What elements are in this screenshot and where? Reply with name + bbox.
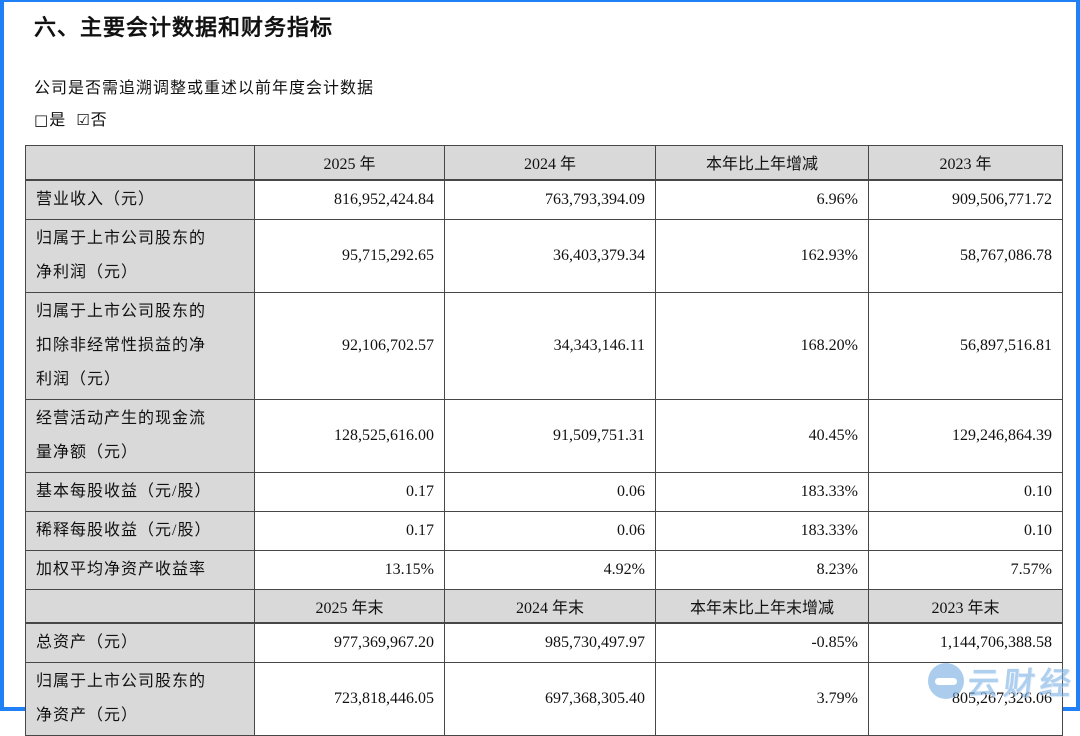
header-cell-2023-end: 2023 年末 <box>868 588 1063 624</box>
row-label: 归属于上市公司股东的 净利润（元） <box>25 218 255 293</box>
row-label: 归属于上市公司股东的 净资产（元） <box>25 662 255 736</box>
header-cell-2024: 2024 年 <box>444 145 656 181</box>
checkbox-no-label: 否 <box>90 112 108 129</box>
table-row-operating-cash-flow: 经营活动产生的现金流 量净额（元） 128,525,616.00 91,509,… <box>25 398 1063 473</box>
cell-2024: 36,403,379.34 <box>444 218 656 293</box>
cell-2023: 58,767,086.78 <box>868 218 1063 293</box>
cell-2023: 7.57% <box>868 549 1063 590</box>
cell-yoy: 3.79% <box>655 662 869 736</box>
header-cell-2025-end: 2025 年末 <box>254 588 445 624</box>
row-label: 总资产（元） <box>25 622 255 663</box>
cell-2023: 0.10 <box>868 471 1063 512</box>
cell-yoy: -0.85% <box>655 622 869 663</box>
header-cell-2025: 2025 年 <box>254 145 445 181</box>
cell-2025: 0.17 <box>254 471 445 512</box>
cell-2023: 0.10 <box>868 510 1063 551</box>
cell-yoy: 168.20% <box>655 291 869 400</box>
checkbox-checked-icon: ☑ <box>76 111 91 129</box>
table-row-total-assets: 总资产（元） 977,369,967.20 985,730,497.97 -0.… <box>25 622 1063 663</box>
cell-yoy: 183.33% <box>655 510 869 551</box>
header-cell-blank <box>25 145 255 181</box>
cell-2024: 763,793,394.09 <box>444 179 656 220</box>
cell-2024: 697,368,305.40 <box>444 662 656 736</box>
cell-2024: 34,343,146.11 <box>444 291 656 400</box>
row-label: 归属于上市公司股东的 扣除非经常性损益的净 利润（元） <box>25 291 255 400</box>
cell-2024: 4.92% <box>444 549 656 590</box>
cell-2023: 909,506,771.72 <box>868 179 1063 220</box>
cell-2023: 56,897,516.81 <box>868 291 1063 400</box>
cell-yoy: 183.33% <box>655 471 869 512</box>
cell-2025: 0.17 <box>254 510 445 551</box>
table-row-revenue: 营业收入（元） 816,952,424.84 763,793,394.09 6.… <box>25 179 1063 220</box>
checkbox-no: ☑否 <box>76 111 108 129</box>
restatement-question: 公司是否需追溯调整或重述以前年度会计数据 <box>34 80 375 97</box>
cell-2023: 805,267,326.06 <box>868 662 1063 736</box>
cell-2024: 0.06 <box>444 471 656 512</box>
checkbox-yes-label: 是 <box>49 112 67 129</box>
table-row-net-profit: 归属于上市公司股东的 净利润（元） 95,715,292.65 36,403,3… <box>25 218 1063 293</box>
cell-2025: 816,952,424.84 <box>254 179 445 220</box>
header-cell-2024-end: 2024 年末 <box>444 588 656 624</box>
cell-2024: 0.06 <box>444 510 656 551</box>
header-cell-yoy-change: 本年比上年增减 <box>655 145 869 181</box>
cell-2025: 977,369,967.20 <box>254 622 445 663</box>
row-label: 经营活动产生的现金流 量净额（元） <box>25 398 255 473</box>
cell-2025: 13.15% <box>254 549 445 590</box>
table-row-basic-eps: 基本每股收益（元/股） 0.17 0.06 183.33% 0.10 <box>25 471 1063 512</box>
table-row-net-assets: 归属于上市公司股东的 净资产（元） 723,818,446.05 697,368… <box>25 662 1063 736</box>
checkbox-yes: □是 <box>34 111 67 129</box>
table-header-period-end: 2025 年末 2024 年末 本年末比上年末增减 2023 年末 <box>25 588 1063 624</box>
header-cell-end-change: 本年末比上年末增减 <box>655 588 869 624</box>
header-cell-2023: 2023 年 <box>868 145 1063 181</box>
cell-2023: 129,246,864.39 <box>868 398 1063 473</box>
row-label: 基本每股收益（元/股） <box>25 471 255 512</box>
row-label: 稀释每股收益（元/股） <box>25 510 255 551</box>
checkbox-unchecked-icon: □ <box>34 111 50 129</box>
cell-2023: 1,144,706,388.58 <box>868 622 1063 663</box>
cell-2025: 92,106,702.57 <box>254 291 445 400</box>
row-label: 加权平均净资产收益率 <box>25 549 255 590</box>
header-cell-blank <box>25 588 255 624</box>
table-row-diluted-eps: 稀释每股收益（元/股） 0.17 0.06 183.33% 0.10 <box>25 510 1063 551</box>
financial-indicators-table: 2025 年 2024 年 本年比上年增减 2023 年 营业收入（元） 816… <box>25 145 1063 736</box>
cell-2025: 128,525,616.00 <box>254 398 445 473</box>
table-row-weighted-avg-roe: 加权平均净资产收益率 13.15% 4.92% 8.23% 7.57% <box>25 549 1063 590</box>
cell-yoy: 6.96% <box>655 179 869 220</box>
cell-2024: 91,509,751.31 <box>444 398 656 473</box>
table-row-net-profit-excl-nonrecurring: 归属于上市公司股东的 扣除非经常性损益的净 利润（元） 92,106,702.5… <box>25 291 1063 400</box>
cell-yoy: 162.93% <box>655 218 869 293</box>
table-header-annual: 2025 年 2024 年 本年比上年增减 2023 年 <box>25 145 1063 181</box>
restatement-answer: □是 ☑否 <box>34 106 118 130</box>
cell-2024: 985,730,497.97 <box>444 622 656 663</box>
row-label: 营业收入（元） <box>25 179 255 220</box>
cell-yoy: 8.23% <box>655 549 869 590</box>
cell-2025: 95,715,292.65 <box>254 218 445 293</box>
page-title: 六、主要会计数据和财务指标 <box>34 15 334 40</box>
cell-2025: 723,818,446.05 <box>254 662 445 736</box>
cell-yoy: 40.45% <box>655 398 869 473</box>
